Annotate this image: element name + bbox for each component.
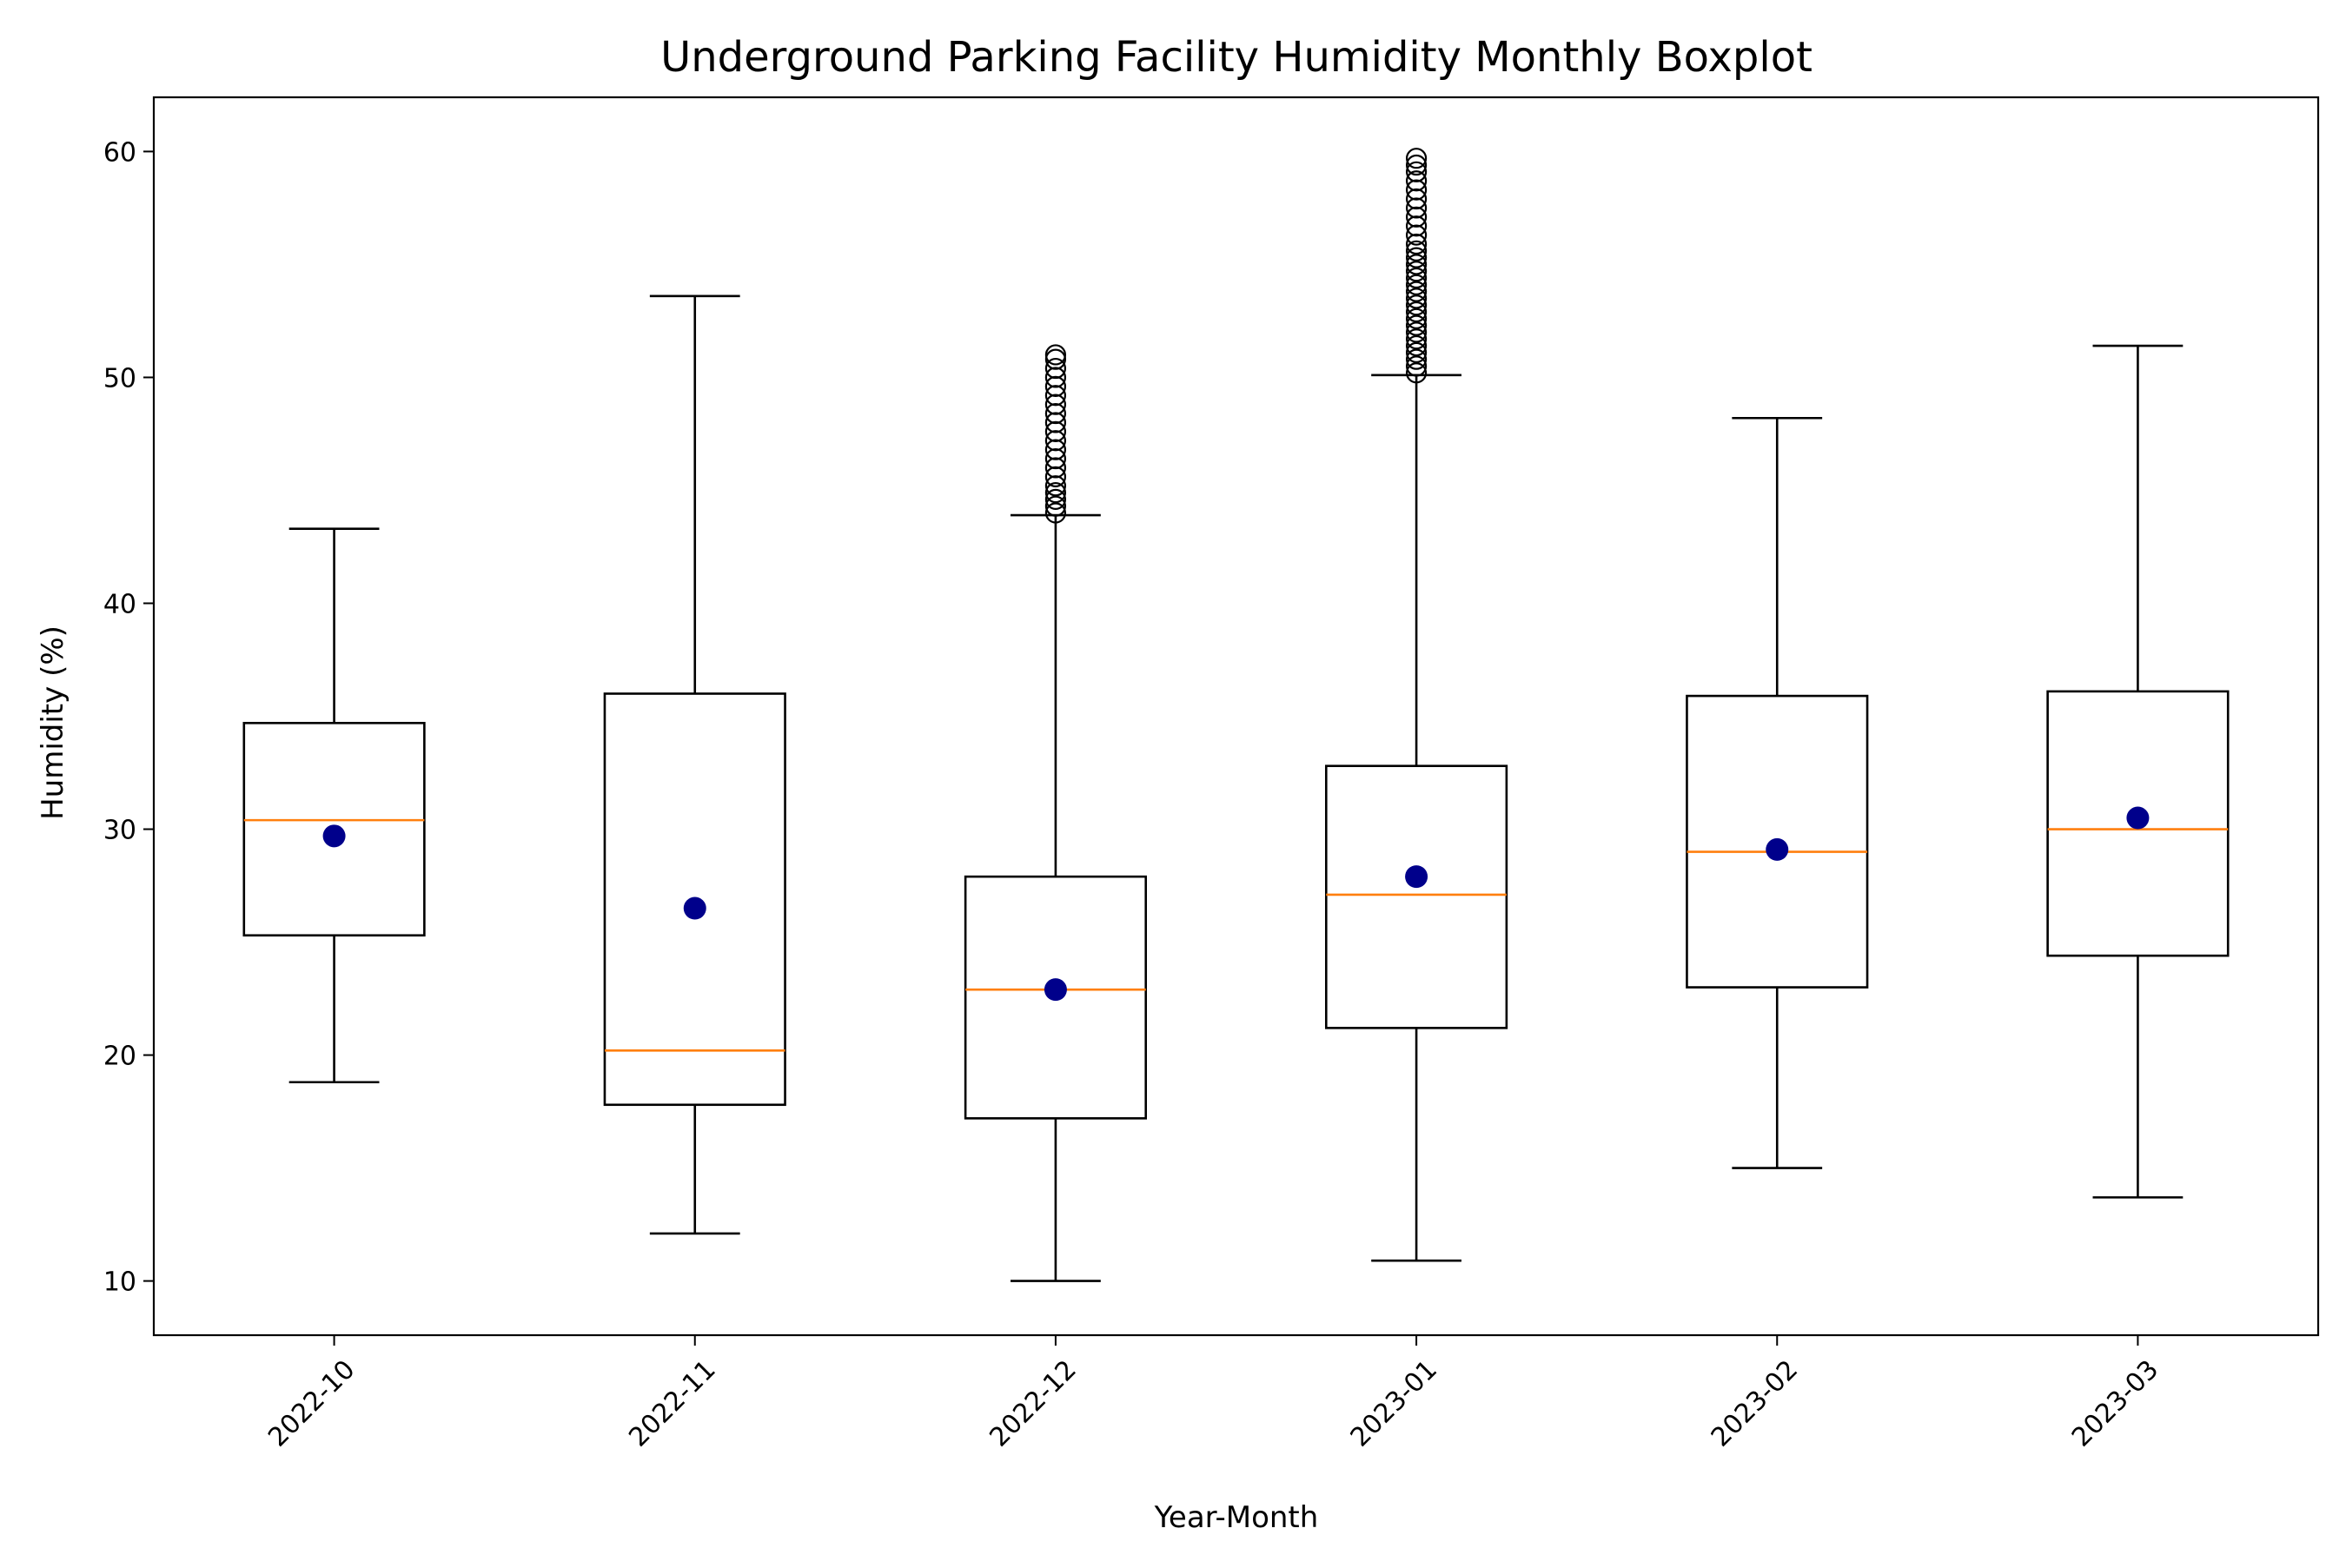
outlier-point (1405, 267, 1428, 289)
y-tick-label: 10 (103, 1267, 136, 1298)
outlier-point (1405, 254, 1428, 275)
outlier-point (1405, 197, 1428, 219)
outlier-point (1405, 274, 1428, 295)
mean-marker (1044, 978, 1067, 1002)
mean-marker (1405, 865, 1428, 889)
outlier-point (1405, 261, 1428, 282)
iqr-box (1324, 764, 1508, 1029)
outlier-point (1405, 355, 1428, 377)
chart-title: Underground Parking Facility Humidity Mo… (660, 33, 1813, 82)
outlier-point (1044, 457, 1067, 479)
mean-marker (683, 896, 706, 920)
outlier-point (1405, 321, 1428, 343)
outlier-point (1405, 148, 1428, 169)
outlier-point (1044, 367, 1067, 388)
outlier-point (1044, 348, 1067, 370)
outlier-point (1405, 179, 1428, 201)
outlier-point (1405, 328, 1428, 350)
outlier-point (1405, 170, 1428, 192)
box-group-2022-12 (964, 344, 1148, 1282)
outlier-point (1405, 154, 1428, 176)
box-group-2022-10 (242, 527, 426, 1084)
outlier-point (1405, 308, 1428, 329)
mean-marker (2126, 806, 2150, 830)
outlier-point (1405, 334, 1428, 357)
box-group-2022-11 (603, 294, 786, 1235)
y-axis-label: Humidity (%) (36, 625, 70, 820)
outlier-point (1044, 385, 1067, 407)
y-tick-label: 50 (103, 363, 136, 394)
mean-marker (1766, 837, 1789, 861)
box-group-2023-03 (2046, 344, 2230, 1199)
outlier-point (1044, 394, 1067, 415)
box-group-2023-01 (1324, 148, 1508, 1262)
iqr-box (1686, 694, 1869, 989)
plot-frame (152, 96, 2320, 1337)
outlier-point (1044, 481, 1067, 504)
x-axis-label: Year-Month (1154, 1500, 1319, 1535)
outlier-point (1405, 233, 1428, 255)
outlier-point (1405, 240, 1428, 261)
outlier-point (1044, 502, 1067, 524)
outlier-point (1405, 161, 1428, 182)
mean-marker (322, 824, 346, 848)
outlier-point (1405, 215, 1428, 237)
outlier-point (1044, 430, 1067, 452)
outlier-point (1044, 375, 1067, 397)
outlier-point (1044, 466, 1067, 487)
outlier-point (1405, 314, 1428, 336)
outlier-point (1044, 357, 1067, 380)
outlier-point (1044, 447, 1067, 470)
outlier-point (1044, 412, 1067, 433)
outlier-point (1405, 341, 1428, 363)
outlier-point (1405, 281, 1428, 302)
outlier-point (1044, 495, 1067, 517)
outlier-point (1405, 294, 1428, 316)
y-tick-label: 20 (103, 1042, 136, 1072)
outlier-point (1044, 344, 1067, 366)
outlier-point (1405, 348, 1428, 370)
outlier-point (1405, 301, 1428, 323)
box-group-2023-02 (1686, 416, 1869, 1169)
outlier-point (1405, 288, 1428, 309)
outlier-point (1405, 224, 1428, 246)
outlier-point (1044, 488, 1067, 510)
outlier-point (1405, 247, 1428, 268)
y-tick-label: 60 (103, 137, 136, 168)
outlier-point (1044, 439, 1067, 460)
y-tick-label: 40 (103, 589, 136, 619)
iqr-box (242, 722, 426, 937)
iqr-box (964, 875, 1148, 1120)
outlier-point (1044, 475, 1067, 497)
outlier-point (1405, 362, 1428, 384)
outlier-point (1405, 206, 1428, 228)
outlier-point (1044, 402, 1067, 425)
outlier-point (1405, 188, 1428, 210)
y-tick-label: 30 (103, 816, 136, 846)
iqr-box (603, 692, 786, 1107)
outlier-point (1044, 420, 1067, 442)
iqr-box (2046, 690, 2230, 957)
